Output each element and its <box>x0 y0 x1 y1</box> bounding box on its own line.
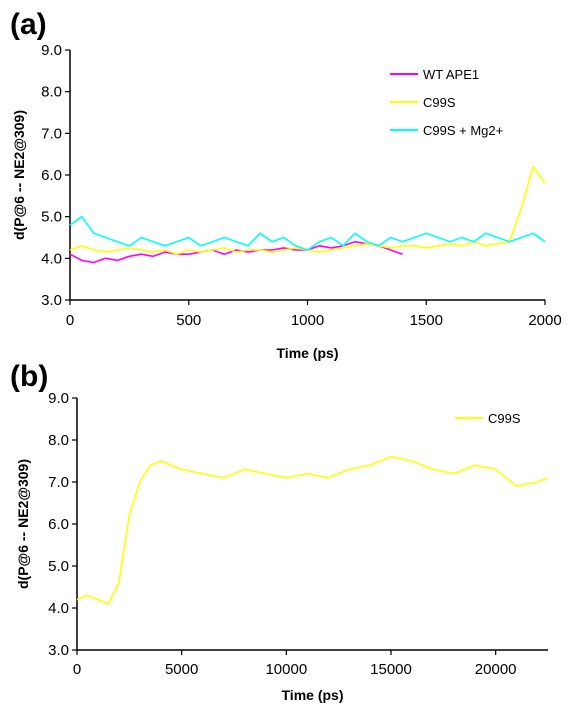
y-tick-label-a: 3.0 <box>41 292 62 309</box>
y-axis-label-b: d(P@6 -- NE2@309) <box>15 459 31 589</box>
y-tick-label-a: 4.0 <box>41 250 62 267</box>
y-tick-label-b: 7.0 <box>48 474 69 491</box>
y-tick-label-b: 3.0 <box>48 642 69 659</box>
panel-b-label: (b) <box>10 360 48 393</box>
x-tick-label-a: 0 <box>66 312 74 329</box>
x-tick-label-b: 15000 <box>370 661 412 678</box>
y-tick-label-a: 7.0 <box>41 125 62 142</box>
legend-label-a: WT APE1 <box>423 67 479 82</box>
x-tick-label-a: 2000 <box>528 312 561 329</box>
chart-panel-b: (b) 3.0 4.0 5.0 6.0 7.0 8.0 9.0 0 5000 10000 15000… <box>10 360 549 703</box>
y-tick-label-a: 9.0 <box>41 42 62 59</box>
series-line-a-c99s-mg2 <box>69 215 546 251</box>
y-tick-label-a: 6.0 <box>41 167 62 184</box>
legend-label-b: C99S <box>488 411 521 426</box>
panel-a-label: (a) <box>10 8 47 41</box>
y-tick-label-a: 5.0 <box>41 209 62 226</box>
y-axis-label-a: d(P@6 -- NE2@309) <box>11 110 27 240</box>
y-tick-label-b: 5.0 <box>48 558 69 575</box>
x-axis-label-b: Time (ps) <box>282 687 344 703</box>
y-tick-label-a: 8.0 <box>41 84 62 101</box>
x-tick-label-a: 1500 <box>410 312 443 329</box>
series-line-a-wt-ape1 <box>69 240 403 264</box>
x-axis-label-a: Time (ps) <box>277 345 339 361</box>
legend-label-a: C99S <box>423 95 456 110</box>
y-tick-label-b: 9.0 <box>48 390 69 407</box>
x-tick-label-a: 1000 <box>291 312 324 329</box>
y-tick-label-b: 8.0 <box>48 432 69 449</box>
x-tick-label-b: 0 <box>73 661 81 678</box>
x-tick-label-b: 5000 <box>165 661 198 678</box>
x-tick-label-b: 10000 <box>265 661 307 678</box>
series-line-b-c99s <box>76 455 549 605</box>
x-tick-label-b: 20000 <box>475 661 517 678</box>
y-tick-label-b: 6.0 <box>48 516 69 533</box>
chart-panel-a: (a) 3.0 4.0 5.0 6.0 7.0 8.0 9.0 0 500 1000 1500 200… <box>10 8 562 361</box>
x-tick-label-a: 500 <box>176 312 201 329</box>
y-tick-label-b: 4.0 <box>48 600 69 617</box>
legend-label-a: C99S + Mg2+ <box>423 123 503 138</box>
